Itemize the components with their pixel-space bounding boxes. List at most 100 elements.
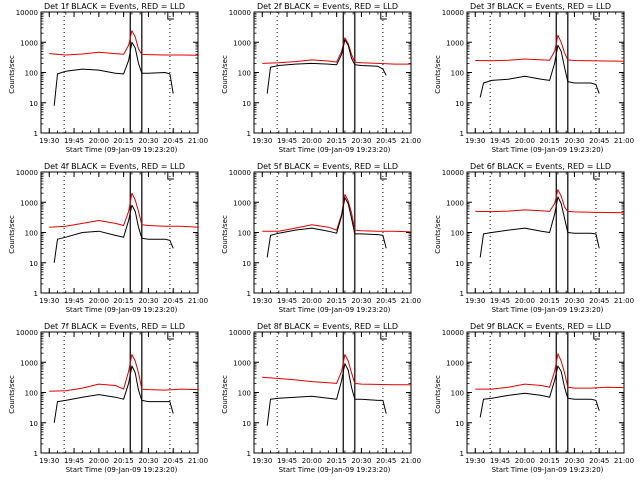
y-tick-label: 1000 [446,39,464,47]
y-tick-label: 10000 [16,9,38,17]
y-tick-label: 1000 [233,199,251,207]
corner-bracket-mark [593,12,600,20]
x-tick-label: 20:30 [564,457,584,465]
y-tick-label: 100 [238,70,251,78]
corner-bracket-mark [380,12,387,20]
x-tick-label: 19:45 [64,297,84,305]
x-tick-label: 19:45 [277,297,297,305]
x-tick-label: 19:45 [277,137,297,145]
panel-title: Det 3f BLACK = Events, RED = LLD [470,2,611,11]
black-events-series-line [266,39,387,94]
red-lld-series-line [262,354,411,386]
x-tick-label: 19:45 [277,457,297,465]
panel-title: Det 2f BLACK = Events, RED = LLD [257,2,398,11]
x-tick-label: 20:00 [89,457,109,465]
corner-bracket-mark [167,172,174,180]
red-lld-series-line [475,34,625,62]
y-tick-label: 1000 [20,39,38,47]
y-tick-label: 1 [460,290,464,298]
y-axis-label: Counts/sec [434,375,442,414]
panel-title: Det 5f BLACK = Events, RED = LLD [257,162,398,171]
y-tick-label: 1000 [446,199,464,207]
x-tick-label: 20:30 [351,457,371,465]
x-axis-label: Start Time (09-Jan-09 19:23:20) [492,146,604,154]
red-lld-series-line [475,353,625,390]
black-events-series-line [479,365,600,418]
detector-panel: Det 3f BLACK = Events, RED = LLD 1 10 100 10… [434,2,634,154]
y-tick-label: 10 [455,100,464,108]
y-tick-label: 1000 [233,39,251,47]
y-tick-label: 1000 [446,359,464,367]
x-tick-label: 20:45 [163,297,183,305]
x-tick-label: 20:00 [515,137,535,145]
y-tick-label: 1 [34,450,38,458]
corner-bracket-mark [380,332,387,340]
y-tick-label: 1 [247,450,251,458]
y-tick-label: 10 [242,100,251,108]
x-tick-label: 20:30 [564,137,584,145]
y-tick-label: 1 [460,450,464,458]
y-tick-label: 100 [451,390,464,398]
x-axis-label: Start Time (09-Jan-09 19:23:20) [492,466,604,474]
red-lld-series-line [262,194,412,233]
x-tick-label: 20:30 [351,137,371,145]
corner-bracket-mark [593,332,600,340]
y-tick-label: 10000 [16,169,38,177]
black-events-series-line [53,365,174,423]
x-tick-label: 20:45 [376,297,396,305]
x-tick-label: 19:30 [465,297,485,305]
x-tick-label: 20:15 [327,297,347,305]
y-axis-label: Counts/sec [221,55,229,94]
x-tick-label: 20:45 [589,297,609,305]
x-tick-label: 20:00 [515,297,535,305]
y-tick-label: 100 [25,70,38,78]
x-tick-label: 21:00 [188,457,208,465]
y-axis-label: Counts/sec [434,55,442,94]
x-tick-label: 20:15 [327,137,347,145]
detector-panel: Det 2f BLACK = Events, RED = LLD 1 10 100 10… [221,2,421,154]
x-tick-label: 21:00 [401,297,421,305]
y-tick-label: 1 [34,130,38,138]
black-events-series-line [53,204,174,263]
red-lld-series-line [262,37,411,65]
y-tick-label: 1 [247,130,251,138]
y-tick-label: 10 [29,260,38,268]
y-tick-label: 10 [29,100,38,108]
x-tick-label: 20:00 [302,457,322,465]
x-tick-label: 21:00 [188,297,208,305]
y-tick-label: 10 [455,420,464,428]
x-tick-label: 19:30 [252,137,272,145]
x-tick-label: 20:30 [564,297,584,305]
y-tick-label: 10000 [16,329,38,337]
x-tick-label: 19:30 [465,137,485,145]
red-lld-series-line [475,189,625,214]
x-tick-label: 20:30 [138,457,158,465]
detector-panel: Det 6f BLACK = Events, RED = LLD 1 10 100 10… [434,162,634,314]
black-events-series-line [266,363,387,426]
corner-bracket-mark [593,172,600,180]
x-axis-label: Start Time (09-Jan-09 19:23:20) [279,146,391,154]
x-tick-label: 19:30 [39,297,59,305]
x-tick-label: 21:00 [614,137,634,145]
panel-title: Det 7f BLACK = Events, RED = LLD [44,322,185,331]
x-tick-label: 20:45 [589,457,609,465]
y-tick-label: 10 [455,260,464,268]
black-events-series-line [266,197,387,258]
x-tick-label: 19:45 [64,457,84,465]
x-tick-label: 20:45 [589,137,609,145]
x-tick-label: 20:15 [114,457,134,465]
y-axis-label: Counts/sec [221,375,229,414]
x-tick-label: 20:45 [163,457,183,465]
x-tick-label: 20:15 [540,457,560,465]
red-lld-series-line [49,192,199,228]
x-tick-label: 20:30 [138,137,158,145]
x-axis-label: Start Time (09-Jan-09 19:23:20) [492,306,604,314]
x-tick-label: 20:15 [327,457,347,465]
y-tick-label: 100 [238,390,251,398]
y-axis-label: Counts/sec [8,215,16,254]
black-events-series-line [53,41,174,106]
y-tick-label: 10000 [229,329,251,337]
y-tick-label: 1000 [20,359,38,367]
x-axis-label: Start Time (09-Jan-09 19:23:20) [279,306,391,314]
